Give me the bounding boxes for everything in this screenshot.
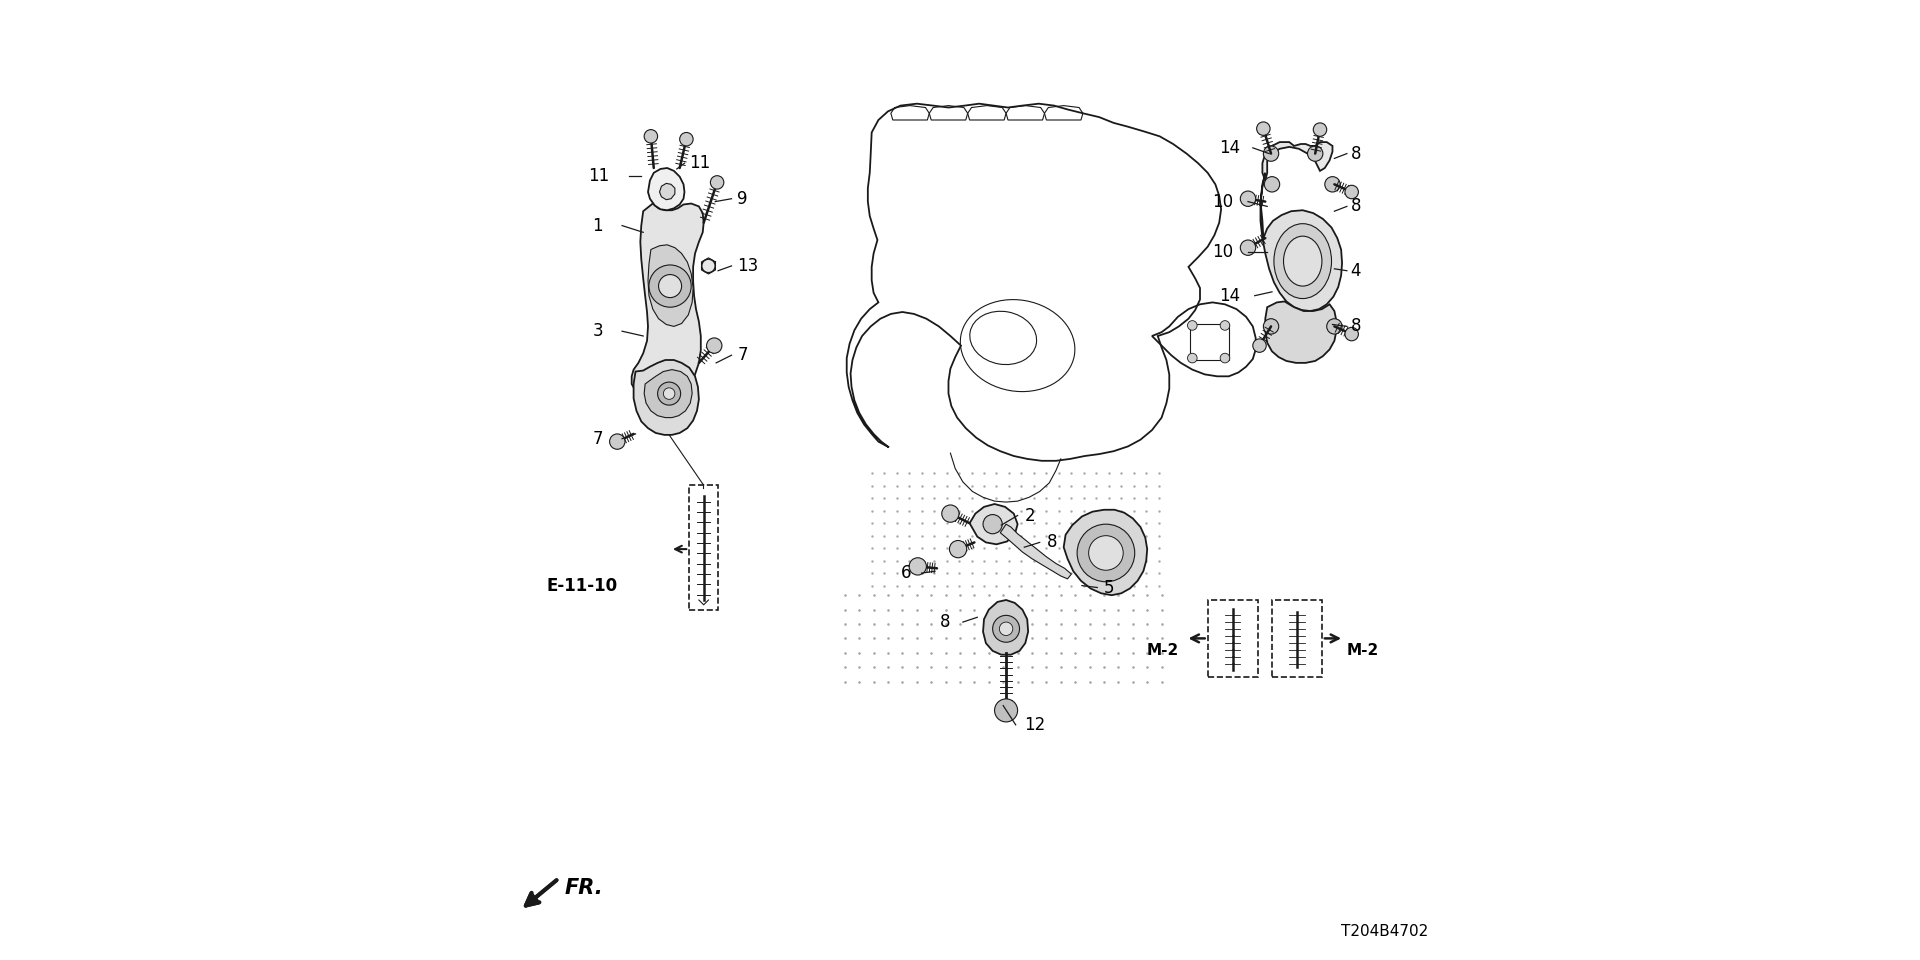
Circle shape xyxy=(643,130,657,143)
Text: 12: 12 xyxy=(1025,716,1046,733)
Text: 8: 8 xyxy=(941,613,950,631)
Text: 4: 4 xyxy=(1352,262,1361,279)
Circle shape xyxy=(1089,536,1123,570)
Circle shape xyxy=(1263,146,1279,161)
Circle shape xyxy=(1344,185,1359,199)
Circle shape xyxy=(649,265,691,307)
Text: 8: 8 xyxy=(1352,318,1361,335)
Text: 10: 10 xyxy=(1212,193,1233,210)
Polygon shape xyxy=(632,204,705,399)
Polygon shape xyxy=(660,183,676,200)
Text: 8: 8 xyxy=(1352,145,1361,162)
Text: 7: 7 xyxy=(737,347,747,364)
Text: 2: 2 xyxy=(1025,507,1035,524)
Circle shape xyxy=(1187,353,1198,363)
Polygon shape xyxy=(649,245,693,326)
Text: 8: 8 xyxy=(1046,534,1056,551)
Polygon shape xyxy=(645,370,691,418)
Bar xyxy=(1271,600,1321,677)
Circle shape xyxy=(659,275,682,298)
Text: FR.: FR. xyxy=(564,878,603,898)
Polygon shape xyxy=(1263,142,1332,180)
Circle shape xyxy=(910,558,927,575)
Circle shape xyxy=(998,622,1014,636)
Text: E-11-10: E-11-10 xyxy=(545,577,618,594)
Circle shape xyxy=(1221,353,1229,363)
Text: M-2: M-2 xyxy=(1146,643,1179,659)
Text: 10: 10 xyxy=(1212,243,1233,260)
Text: T204B4702: T204B4702 xyxy=(1342,924,1428,939)
Circle shape xyxy=(707,338,722,353)
Text: 8: 8 xyxy=(1352,198,1361,215)
Circle shape xyxy=(664,388,676,399)
Circle shape xyxy=(1327,319,1342,334)
Circle shape xyxy=(1240,240,1256,255)
Polygon shape xyxy=(1260,173,1342,311)
Circle shape xyxy=(1263,319,1279,334)
Circle shape xyxy=(1252,339,1267,352)
Ellipse shape xyxy=(1275,224,1332,299)
Circle shape xyxy=(680,132,693,146)
Circle shape xyxy=(1187,321,1198,330)
Circle shape xyxy=(710,176,724,189)
Circle shape xyxy=(948,540,966,558)
Circle shape xyxy=(993,615,1020,642)
Polygon shape xyxy=(634,360,699,435)
Text: M-2: M-2 xyxy=(1348,643,1379,659)
Circle shape xyxy=(1308,146,1323,161)
Text: 6: 6 xyxy=(900,564,910,582)
Bar xyxy=(1208,600,1258,677)
Text: 3: 3 xyxy=(591,323,603,340)
Circle shape xyxy=(1240,191,1256,206)
Polygon shape xyxy=(983,600,1027,655)
Circle shape xyxy=(1221,321,1229,330)
Circle shape xyxy=(1313,123,1327,136)
Circle shape xyxy=(995,699,1018,722)
Polygon shape xyxy=(1000,524,1071,579)
Text: 7: 7 xyxy=(593,430,603,447)
Polygon shape xyxy=(1265,301,1336,363)
Bar xyxy=(1190,324,1229,360)
Polygon shape xyxy=(1064,510,1146,595)
Text: 9: 9 xyxy=(737,190,747,207)
Circle shape xyxy=(941,505,960,522)
Text: 14: 14 xyxy=(1219,287,1240,304)
Polygon shape xyxy=(649,168,684,210)
Text: 5: 5 xyxy=(1104,579,1114,596)
Ellipse shape xyxy=(1283,236,1321,286)
Polygon shape xyxy=(970,504,1018,544)
Circle shape xyxy=(703,259,714,273)
Circle shape xyxy=(1325,177,1340,192)
Text: 1: 1 xyxy=(591,217,603,234)
Text: 13: 13 xyxy=(737,257,758,275)
Circle shape xyxy=(1077,524,1135,582)
Text: 11: 11 xyxy=(689,155,710,172)
Circle shape xyxy=(983,515,1002,534)
Circle shape xyxy=(657,382,680,405)
Circle shape xyxy=(1256,122,1271,135)
Circle shape xyxy=(1263,177,1279,192)
Bar xyxy=(689,485,718,610)
Text: 11: 11 xyxy=(588,167,611,184)
Circle shape xyxy=(611,434,624,449)
Circle shape xyxy=(1344,327,1359,341)
Text: 14: 14 xyxy=(1219,139,1240,156)
